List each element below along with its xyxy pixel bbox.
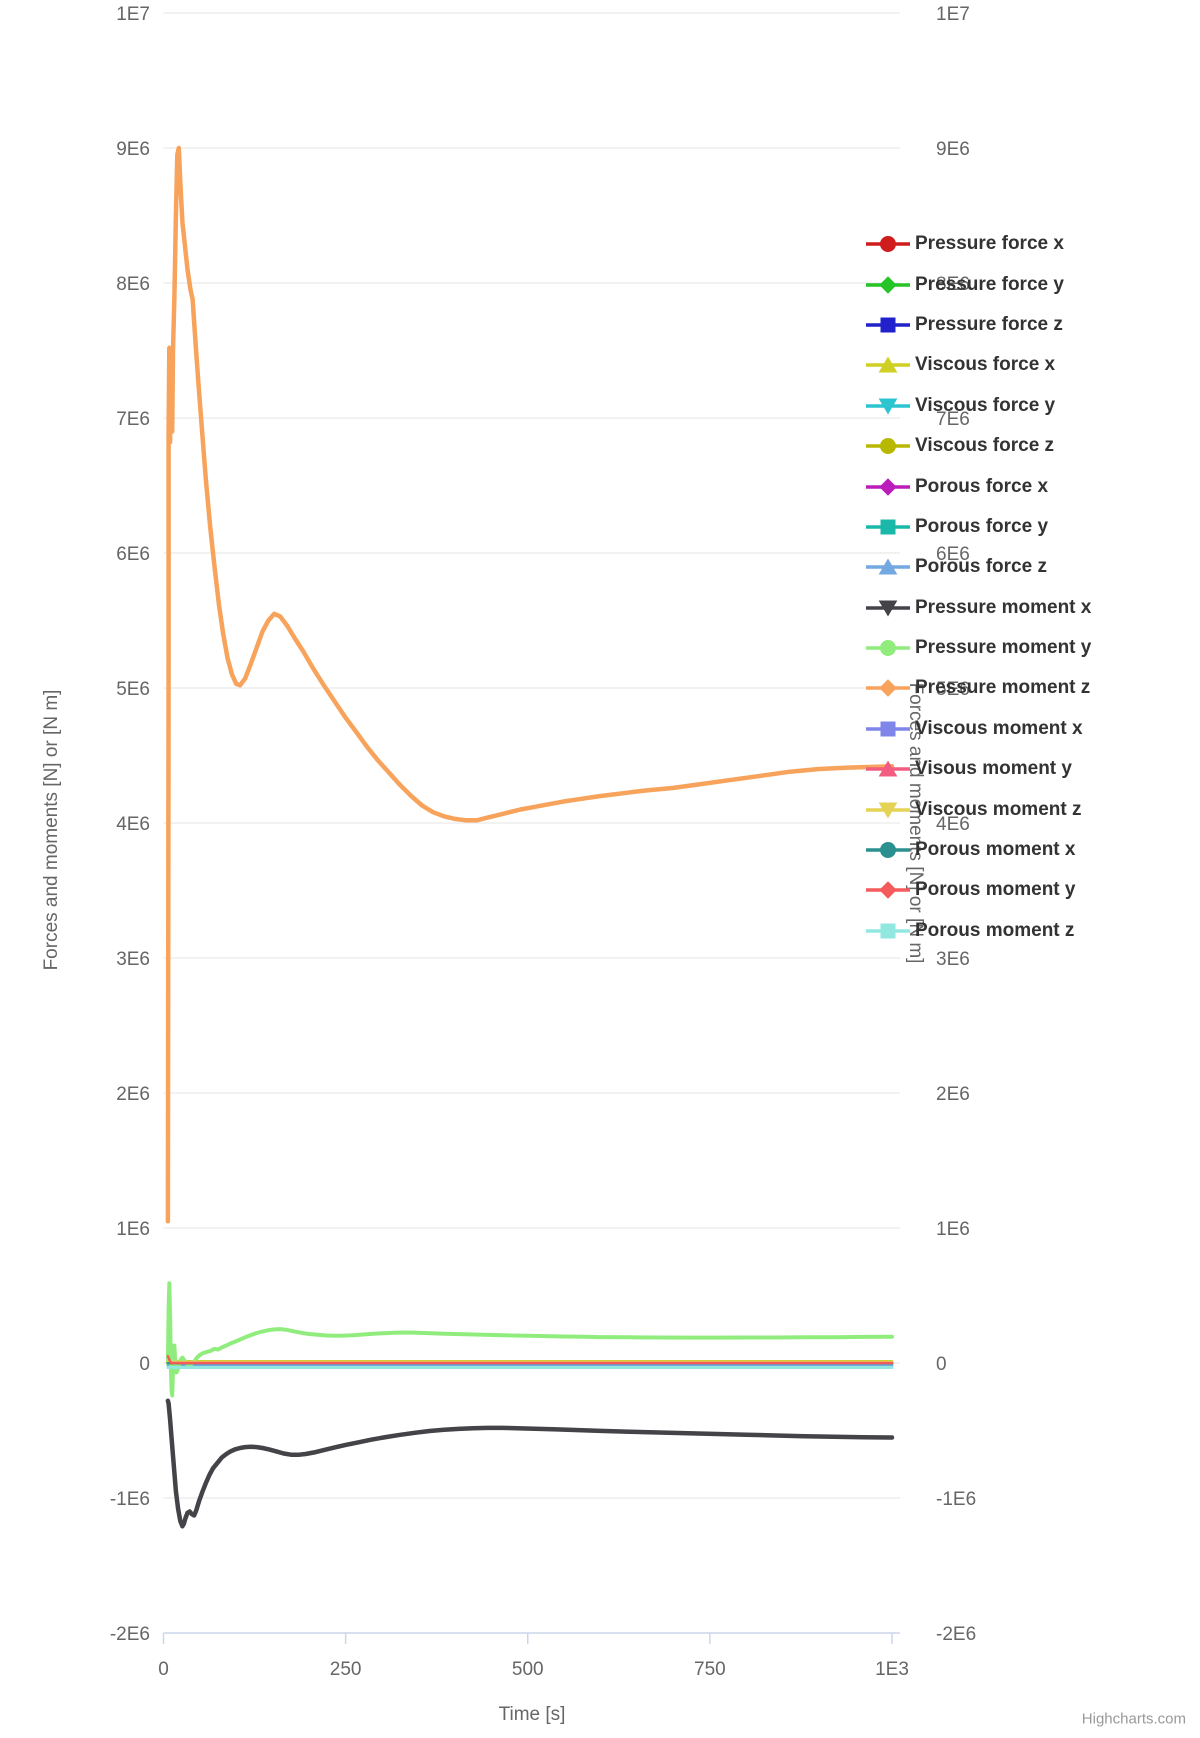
legend-item-viscous-moment-z[interactable]: Viscous moment z (866, 789, 1091, 829)
legend-item-label: Viscous moment x (915, 717, 1083, 739)
y-tick-label-left-9E6: 9E6 (116, 139, 150, 160)
legend-marker-diamond-icon (866, 679, 910, 698)
legend-item-porous-force-z[interactable]: Porous force z (866, 547, 1091, 587)
y-tick-label-left-3E6: 3E6 (116, 949, 150, 970)
y-tick-label-right-1E6: 1E6 (936, 1219, 970, 1240)
legend-marker-square-icon (866, 317, 910, 333)
legend-item-viscous-moment-x[interactable]: Viscous moment x (866, 709, 1091, 749)
legend-item-pressure-force-z[interactable]: Pressure force z (866, 305, 1091, 345)
y-tick-label-left-2E6: 2E6 (116, 1084, 150, 1105)
legend-item-pressure-moment-y[interactable]: Pressure moment y (866, 628, 1091, 668)
legend-item-viscous-force-y[interactable]: Viscous force y (866, 386, 1091, 426)
legend-marker-diamond-icon (866, 477, 910, 496)
x-tick-label-500: 500 (512, 1659, 544, 1680)
y-tick-label-right-0: 0 (936, 1354, 947, 1375)
legend-marker-circle-icon (866, 640, 910, 657)
y-axis-title-left: Forces and moments [N] or [N m] (41, 689, 62, 971)
legend-item-label: Porous moment y (915, 879, 1076, 901)
y-tick-label-right--2E6: -2E6 (936, 1624, 976, 1645)
legend-item-label: Viscous moment z (915, 798, 1082, 820)
y-tick-label-left--1E6: -1E6 (110, 1489, 150, 1510)
legend-item-visous-moment-y[interactable]: Visous moment y (866, 749, 1091, 789)
legend-marker-triangle-icon (866, 558, 910, 575)
y-tick-label-left-5E6: 5E6 (116, 679, 150, 700)
legend-item-label: Porous moment z (915, 919, 1075, 941)
legend-item-porous-moment-x[interactable]: Porous moment x (866, 830, 1091, 870)
y-tick-label-right-7E6: 7E6 (936, 409, 970, 430)
series-pressure-moment-y[interactable] (165, 1281, 894, 1398)
y-tick-label-left-6E6: 6E6 (116, 544, 150, 565)
y-tick-label-left-7E6: 7E6 (116, 409, 150, 430)
legend-marker-square-icon (866, 519, 910, 535)
series-pressure-moment-x[interactable] (165, 1398, 895, 1529)
y-tick-label-right--1E6: -1E6 (936, 1489, 976, 1510)
legend-item-label: Porous force y (915, 515, 1049, 537)
legend-item-porous-moment-z[interactable]: Porous moment z (866, 911, 1091, 951)
y-tick-label-right-8E6: 8E6 (936, 274, 970, 295)
y-tick-label-left-1E7: 1E7 (116, 4, 150, 25)
y-tick-label-left-1E6: 1E6 (116, 1219, 150, 1240)
legend-item-label: Pressure moment y (915, 637, 1092, 659)
legend-marker-triangle-down-icon (866, 802, 910, 819)
legend-marker-triangle-down-icon (866, 600, 910, 617)
legend-marker-circle-icon (866, 236, 910, 253)
legend-marker-circle-icon (866, 438, 910, 455)
x-tick-label-0: 0 (158, 1659, 169, 1680)
legend-marker-diamond-icon (866, 881, 910, 900)
legend-item-pressure-force-y[interactable]: Pressure force y (866, 264, 1091, 304)
y-tick-label-left-8E6: 8E6 (116, 274, 150, 295)
legend-item-label: Porous force x (915, 475, 1049, 497)
legend-marker-square-icon (866, 923, 910, 939)
legend-item-porous-force-x[interactable]: Porous force x (866, 466, 1091, 506)
credits-link[interactable]: Highcharts.com (1081, 1710, 1186, 1728)
legend-item-viscous-force-x[interactable]: Viscous force x (866, 345, 1091, 385)
legend-marker-diamond-icon (866, 275, 910, 294)
legend-item-label: Porous moment x (915, 839, 1076, 861)
series-porous-moment-y[interactable] (166, 1355, 894, 1365)
x-tick-label-250: 250 (330, 1659, 362, 1680)
legend-item-pressure-moment-x[interactable]: Pressure moment x (866, 588, 1091, 628)
y-tick-label-right-9E6: 9E6 (936, 139, 970, 160)
legend: Pressure force x Pressure force y Pressure… (866, 224, 1091, 951)
legend-item-label: Pressure moment z (915, 677, 1091, 699)
legend-item-pressure-force-x[interactable]: Pressure force x (866, 224, 1091, 264)
legend-item-label: Viscous force y (915, 394, 1056, 416)
legend-marker-triangle-icon (866, 760, 910, 777)
x-axis-title: Time [s] (498, 1704, 566, 1725)
legend-marker-circle-icon (866, 842, 910, 859)
y-tick-label-right-4E6: 4E6 (936, 814, 970, 835)
legend-item-label: Pressure force y (915, 273, 1064, 295)
y-tick-label-right-5E6: 5E6 (936, 679, 970, 700)
legend-item-label: Pressure force x (915, 233, 1064, 255)
x-tick-label-750: 750 (694, 1659, 726, 1680)
legend-item-porous-moment-y[interactable]: Porous moment y (866, 870, 1091, 910)
y-tick-label-right-1E7: 1E7 (936, 4, 970, 25)
legend-marker-triangle-down-icon (866, 398, 910, 415)
legend-item-label: Visous moment y (915, 758, 1072, 780)
y-tick-label-right-3E6: 3E6 (936, 949, 970, 970)
series-pressure-moment-z[interactable] (165, 145, 895, 1224)
legend-item-porous-force-y[interactable]: Porous force y (866, 507, 1091, 547)
legend-item-label: Pressure force z (915, 313, 1063, 335)
y-tick-label-left-4E6: 4E6 (116, 814, 150, 835)
y-tick-label-right-2E6: 2E6 (936, 1084, 970, 1105)
legend-item-label: Viscous force z (915, 435, 1055, 457)
legend-item-viscous-force-z[interactable]: Viscous force z (866, 426, 1091, 466)
legend-item-label: Viscous force x (915, 354, 1056, 376)
legend-marker-triangle-icon (866, 356, 910, 373)
y-tick-label-left--2E6: -2E6 (110, 1624, 150, 1645)
legend-marker-square-icon (866, 721, 910, 737)
x-tick-label-1E3: 1E3 (875, 1659, 909, 1680)
legend-item-label: Porous force z (915, 556, 1047, 578)
y-tick-label-right-6E6: 6E6 (936, 544, 970, 565)
legend-item-pressure-moment-z[interactable]: Pressure moment z (866, 668, 1091, 708)
y-tick-label-left-0: 0 (139, 1354, 150, 1375)
legend-item-label: Pressure moment x (915, 596, 1092, 618)
